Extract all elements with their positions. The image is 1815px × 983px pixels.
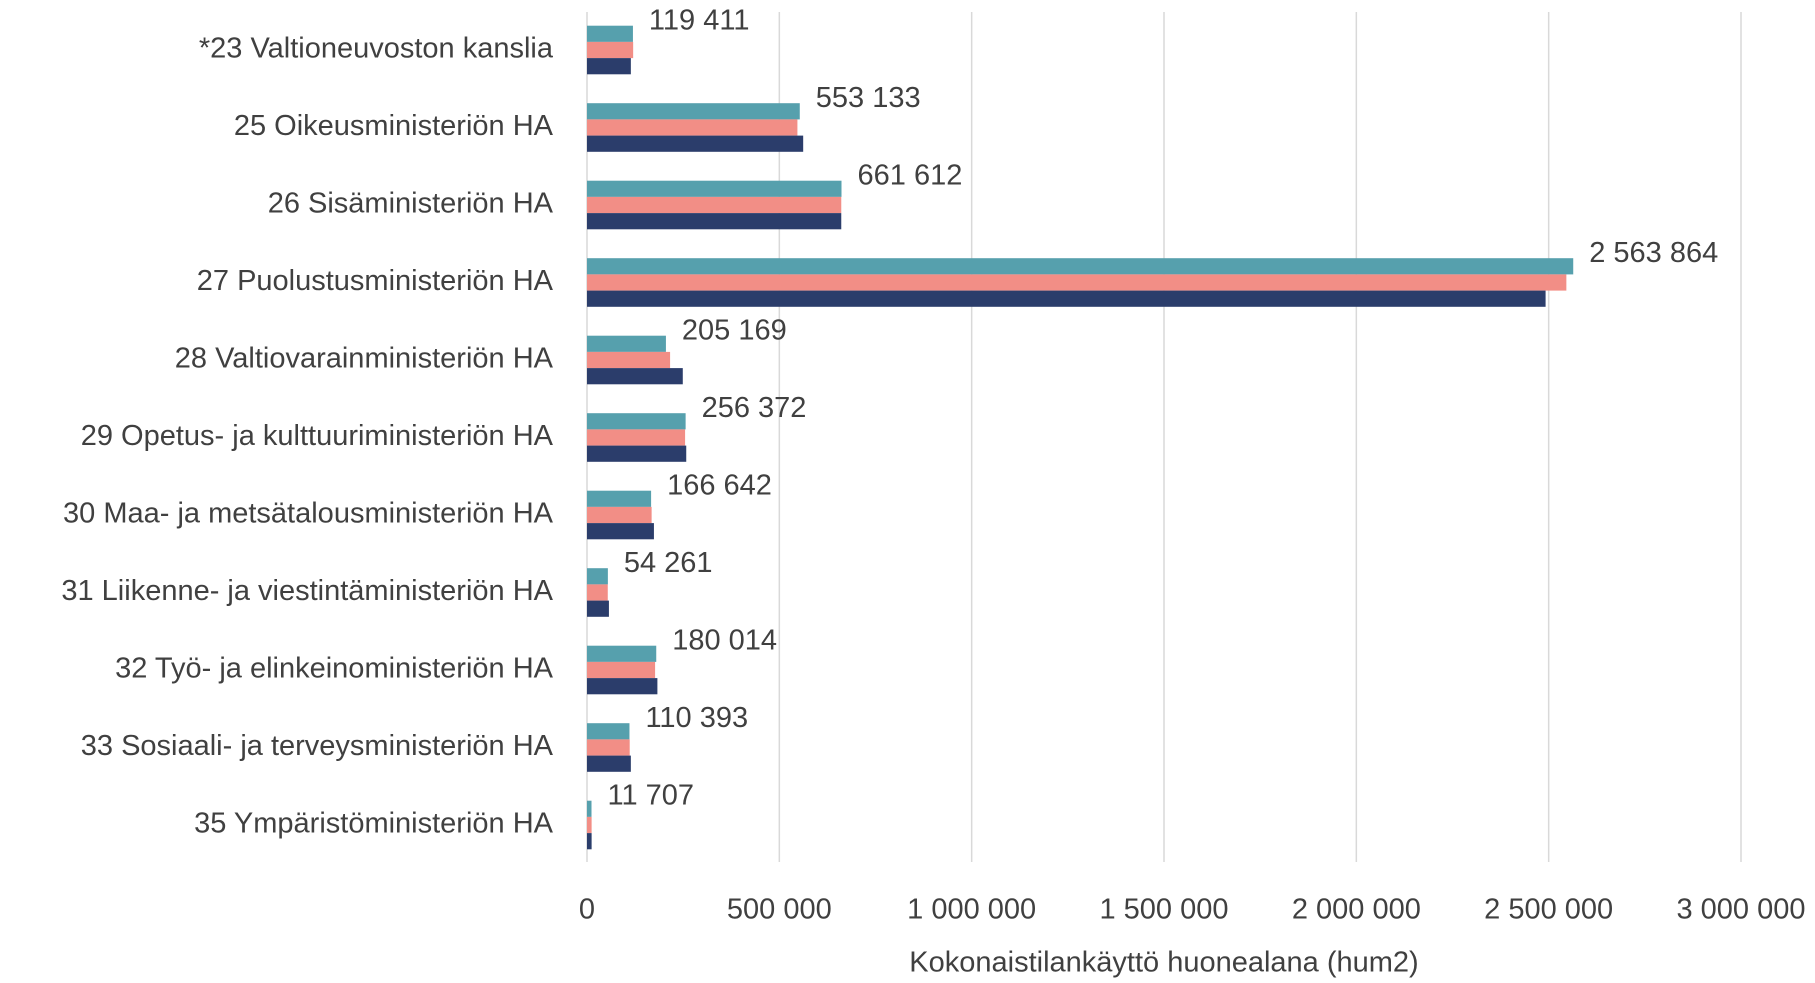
data-label: 119 411 — [649, 4, 750, 36]
bar — [587, 290, 1546, 307]
bar — [587, 584, 608, 601]
bar — [587, 58, 631, 75]
bar — [587, 274, 1567, 291]
bar — [587, 429, 686, 446]
data-label: 180 014 — [672, 624, 777, 656]
bar — [587, 755, 631, 772]
bar — [587, 135, 804, 152]
bar — [587, 103, 800, 120]
bar — [587, 739, 630, 756]
category-label: 33 Sosiaali- ja terveysministeriön HA — [81, 730, 554, 762]
bar — [587, 335, 666, 352]
bar — [587, 351, 671, 369]
data-label: 54 261 — [624, 547, 713, 579]
category-label: 35 Ympäristöministeriön HA — [194, 808, 554, 840]
category-label: 27 Puolustusministeriön HA — [197, 265, 554, 297]
bar — [587, 213, 842, 230]
bar — [587, 645, 657, 662]
data-label: 661 612 — [858, 159, 963, 191]
x-tick-label: 0 — [579, 894, 595, 926]
bar — [587, 816, 592, 834]
x-tick-label: 2 500 000 — [1484, 894, 1613, 926]
data-label: 553 133 — [816, 82, 921, 114]
bar — [587, 368, 683, 385]
bar — [587, 41, 634, 59]
category-label: *23 Valtioneuvoston kanslia — [199, 33, 554, 65]
category-label: 32 Työ- ja elinkeinoministeriön HA — [115, 653, 554, 685]
x-tick-label: 1 000 000 — [907, 894, 1036, 926]
bar — [587, 413, 686, 430]
bar — [587, 25, 633, 42]
category-label: 26 Sisäministeriön HA — [268, 188, 554, 220]
bar — [587, 833, 592, 850]
data-label: 2 563 864 — [1589, 237, 1718, 269]
bar — [587, 180, 842, 197]
bar — [587, 661, 656, 679]
category-label: 25 Oikeusministeriön HA — [234, 110, 554, 142]
bar — [587, 445, 687, 462]
category-label: 28 Valtiovarainministeriön HA — [175, 343, 554, 375]
data-label: 256 372 — [702, 392, 807, 424]
category-label: 29 Opetus- ja kulttuuriministeriön HA — [81, 420, 554, 452]
data-label: 110 393 — [645, 702, 748, 734]
bar — [587, 523, 654, 540]
x-tick-label: 500 000 — [727, 894, 832, 926]
bar — [587, 568, 608, 585]
data-label: 166 642 — [667, 469, 772, 501]
bar — [587, 119, 798, 136]
x-tick-label: 1 500 000 — [1099, 894, 1228, 926]
bar — [587, 800, 592, 817]
bar — [587, 258, 1574, 275]
bar — [587, 723, 630, 740]
bar — [587, 506, 652, 524]
category-label: 31 Liikenne- ja viestintäministeriön HA — [61, 575, 553, 607]
x-axis-title: Kokonaistilankäyttö huonealana (hum2) — [909, 947, 1418, 979]
bar — [587, 600, 609, 617]
data-label: 11 707 — [608, 779, 695, 811]
x-tick-label: 3 000 000 — [1676, 894, 1805, 926]
bar — [587, 678, 658, 695]
data-label: 205 169 — [682, 314, 787, 346]
category-label: 30 Maa- ja metsätalousministeriön HA — [63, 498, 554, 530]
x-tick-label: 2 000 000 — [1292, 894, 1421, 926]
bar — [587, 490, 652, 507]
bar — [587, 196, 842, 214]
